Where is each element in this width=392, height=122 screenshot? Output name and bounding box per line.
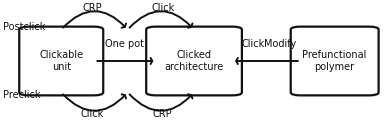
- Text: Click: Click: [81, 109, 104, 119]
- Text: Prefunctional
polymer: Prefunctional polymer: [303, 50, 367, 72]
- Text: CRP: CRP: [153, 109, 172, 119]
- Text: Click: Click: [241, 39, 264, 49]
- FancyBboxPatch shape: [19, 27, 103, 95]
- Text: One pot: One pot: [105, 39, 144, 49]
- Text: Preclick: Preclick: [3, 90, 40, 100]
- FancyBboxPatch shape: [291, 27, 379, 95]
- Text: CRP: CRP: [83, 3, 102, 13]
- Text: Clicked
architecture: Clicked architecture: [164, 50, 224, 72]
- Text: Modify: Modify: [264, 39, 296, 49]
- Text: Clickable
unit: Clickable unit: [39, 50, 83, 72]
- Text: Postclick: Postclick: [3, 22, 45, 32]
- Text: Click: Click: [151, 3, 174, 13]
- FancyBboxPatch shape: [146, 27, 242, 95]
